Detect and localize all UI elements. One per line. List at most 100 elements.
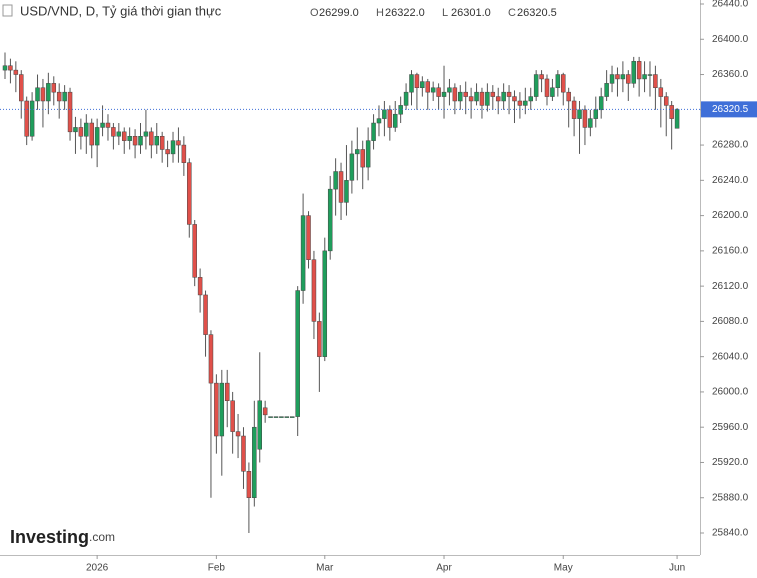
candle-body [458, 91, 463, 102]
candle-body [111, 127, 116, 137]
candle-body [235, 431, 241, 437]
candle-body [214, 382, 219, 437]
candle-body [506, 91, 512, 97]
candle-body [284, 416, 290, 418]
candle-body [306, 215, 311, 260]
x-tick-label: May [554, 563, 573, 574]
candle-body [132, 136, 138, 146]
candle-body [620, 74, 626, 80]
candle-body [360, 149, 365, 168]
x-tick-label: Jun [669, 563, 685, 574]
candle-body [2, 65, 8, 71]
x-tick-label: 2026 [86, 563, 109, 574]
candle-body [577, 109, 582, 119]
candle-body [84, 122, 89, 137]
candle-body [636, 61, 642, 80]
candle-body [495, 96, 501, 102]
candle-body [51, 83, 57, 93]
candle-body [105, 122, 111, 128]
readout-key: H [376, 7, 384, 19]
candle-body [89, 122, 94, 146]
candle-body [268, 416, 273, 418]
candle-body [181, 144, 187, 163]
candle-body [642, 74, 647, 80]
candle-body [116, 131, 122, 137]
candle-body [224, 382, 230, 402]
candle-body [176, 140, 181, 146]
candle-body [300, 215, 306, 291]
y-tick-label: 26440.0 [712, 0, 749, 10]
y-tick-label: 26080.0 [712, 316, 749, 327]
candle-body [669, 105, 674, 119]
candle-body [165, 149, 170, 155]
current-price-box [701, 101, 757, 118]
y-tick-label: 26160.0 [712, 246, 749, 257]
candle-body [197, 277, 203, 296]
candle-body [609, 74, 615, 84]
candle-body [403, 91, 409, 106]
candle-body [631, 61, 636, 84]
candle-body [387, 109, 393, 128]
candle-body [349, 153, 355, 181]
x-tick-label: Feb [208, 563, 226, 574]
candle-body [170, 140, 176, 155]
menu-icon [2, 4, 13, 17]
candle-body [501, 91, 506, 102]
candle-body [24, 100, 29, 137]
candle-body [192, 224, 197, 278]
candle-body [430, 87, 436, 93]
candle-body [154, 136, 160, 146]
candle-body [485, 91, 490, 106]
candle-body [436, 87, 441, 97]
candle-body [13, 69, 19, 75]
ohlc-readout: O 26299.0 H 26322.0 L 26301.0 C 26320.5 [310, 7, 557, 19]
readout-key: L [442, 7, 448, 19]
candle-body [257, 400, 262, 450]
candle-body [414, 74, 420, 89]
candle-body [327, 188, 333, 252]
candle-body [593, 109, 599, 119]
candle-body [100, 122, 105, 128]
candle-body [252, 426, 257, 498]
candle-body [468, 96, 474, 102]
candle-body [598, 96, 604, 111]
candle-body [208, 334, 214, 384]
candle-body [290, 416, 295, 418]
candle-body [295, 290, 300, 417]
readout-key: C [508, 7, 516, 19]
candle-body [479, 91, 485, 106]
candle-body [246, 471, 252, 498]
candle-body [121, 131, 127, 141]
y-tick-label: 26000.0 [712, 387, 749, 398]
y-tick-label: 25960.0 [712, 422, 749, 433]
candle-body [94, 127, 100, 146]
candle-body [78, 127, 84, 137]
y-tick-label: 26360.0 [712, 69, 749, 80]
candle-body [230, 400, 235, 432]
candle-body [674, 109, 680, 129]
candle-body [420, 81, 425, 89]
candle-body [523, 100, 528, 106]
candle-body [35, 87, 40, 102]
y-tick-label: 25840.0 [712, 528, 749, 539]
y-tick-label: 25920.0 [712, 457, 749, 468]
candle-body [615, 74, 620, 80]
candle-body [333, 171, 338, 190]
candle-body [447, 87, 452, 93]
candle-body [528, 96, 533, 102]
candle-body [550, 87, 555, 97]
candle-body [241, 435, 246, 472]
candle-body [539, 74, 544, 80]
candle-body [73, 127, 78, 133]
candle-body [365, 140, 371, 168]
candle-body [647, 74, 653, 76]
readout-value: 26299.0 [319, 7, 359, 19]
candle-body [355, 149, 360, 155]
y-tick-label: 26280.0 [712, 140, 749, 151]
logo: Investing.com [10, 527, 115, 547]
readout-key: O [310, 7, 319, 19]
candle-body [571, 100, 577, 119]
candle-body [338, 171, 344, 203]
logo-suffix: .com [89, 530, 115, 544]
